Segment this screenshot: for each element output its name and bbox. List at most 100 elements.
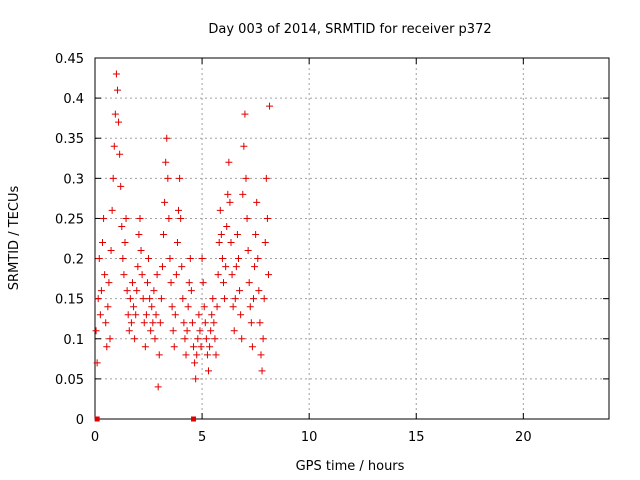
data-point: [152, 311, 160, 319]
data-point: [209, 295, 217, 303]
data-point: [124, 311, 132, 319]
data-point: [234, 255, 242, 263]
data-point: [94, 295, 102, 303]
data-point: [162, 158, 170, 166]
data-point: [264, 271, 272, 279]
data-point: [125, 327, 133, 335]
data-point: [130, 303, 138, 311]
data-point: [120, 271, 128, 279]
y-tick-label: 0.3: [63, 172, 84, 187]
data-point: [203, 351, 211, 359]
data-point: [225, 158, 233, 166]
data-point: [135, 230, 143, 238]
data-point: [206, 343, 214, 351]
y-tick-label: 0: [76, 413, 84, 428]
data-point: [223, 222, 231, 230]
data-point: [228, 271, 236, 279]
data-point: [127, 319, 135, 327]
data-point: [133, 287, 141, 295]
data-point: [263, 214, 271, 222]
data-point: [251, 263, 259, 271]
data-point: [137, 247, 145, 255]
data-point: [163, 134, 171, 142]
data-point: [177, 214, 185, 222]
data-point: [246, 303, 254, 311]
data-point: [98, 239, 106, 247]
data-point: [254, 255, 262, 263]
data-point: [187, 287, 195, 295]
data-point: [165, 214, 173, 222]
data-point: [176, 174, 184, 182]
data-point: [100, 214, 108, 222]
data-points: [92, 70, 274, 422]
data-point: [154, 383, 162, 391]
data-point: [243, 214, 251, 222]
data-point: [211, 335, 219, 343]
data-point: [92, 327, 100, 335]
zero-marker: [94, 416, 100, 422]
data-point: [108, 206, 116, 214]
data-point: [200, 303, 208, 311]
data-point: [192, 375, 200, 383]
data-point: [147, 327, 155, 335]
data-point: [217, 230, 225, 238]
data-point: [185, 279, 193, 287]
data-point: [112, 70, 120, 78]
data-point: [233, 230, 241, 238]
data-point: [97, 287, 105, 295]
data-point: [201, 319, 209, 327]
data-point: [182, 351, 190, 359]
axis-ticks: 0 5 10 15 20 0 0.05 0.1 0.15 0.2 0.25 0.3 0.35 0.4 0.4…: [55, 52, 609, 445]
x-tick-label: 5: [198, 430, 206, 445]
data-point: [113, 86, 121, 94]
x-tick-label: 20: [515, 430, 532, 445]
zero-marker: [191, 416, 197, 422]
data-point: [188, 319, 196, 327]
plot-frame: [94, 57, 610, 420]
data-point: [95, 255, 103, 263]
data-point: [146, 295, 154, 303]
data-point: [161, 198, 169, 206]
data-point: [180, 319, 188, 327]
data-point: [218, 255, 226, 263]
data-point: [153, 271, 161, 279]
data-point: [126, 295, 134, 303]
data-point: [231, 295, 239, 303]
data-point: [151, 335, 159, 343]
data-point: [110, 142, 118, 150]
data-point: [122, 214, 130, 222]
data-point: [131, 335, 139, 343]
data-point: [103, 343, 111, 351]
data-point: [205, 367, 213, 375]
data-point: [115, 118, 123, 126]
data-point: [173, 239, 181, 247]
data-point: [157, 295, 165, 303]
data-point: [106, 335, 114, 343]
data-point: [238, 335, 246, 343]
data-point: [245, 279, 253, 287]
data-point: [139, 295, 147, 303]
data-point: [193, 351, 201, 359]
data-point: [172, 271, 180, 279]
data-point: [175, 206, 183, 214]
data-point: [105, 279, 113, 287]
data-point: [261, 239, 269, 247]
data-point: [136, 214, 144, 222]
y-tick-label: 0.25: [55, 212, 84, 227]
data-point: [244, 247, 252, 255]
data-point: [237, 311, 245, 319]
data-point: [213, 303, 221, 311]
data-point: [258, 367, 266, 375]
data-point: [149, 319, 157, 327]
data-point: [93, 359, 101, 367]
data-point: [123, 287, 131, 295]
data-point: [262, 174, 270, 182]
data-point: [252, 230, 260, 238]
data-point: [143, 279, 151, 287]
data-point: [178, 263, 186, 271]
data-point: [117, 182, 125, 190]
x-axis-label: GPS time / hours: [296, 459, 405, 474]
data-point: [224, 190, 232, 198]
y-tick-label: 0.05: [55, 373, 84, 388]
data-point: [242, 174, 250, 182]
